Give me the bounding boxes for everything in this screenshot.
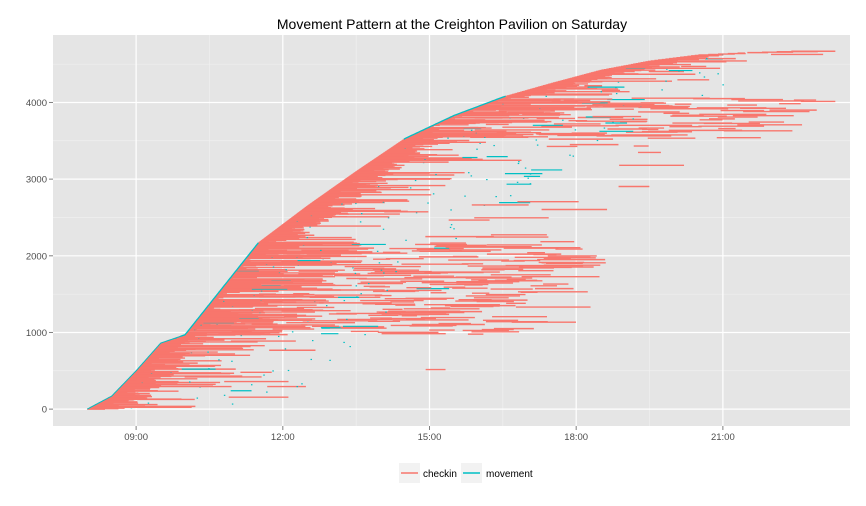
movement-front-line <box>86 333 186 410</box>
legend: checkin movement <box>396 462 534 484</box>
y-tick-label: 2000 <box>26 251 47 262</box>
y-axis: 0 1000 2000 3000 4000 <box>26 98 53 416</box>
y-tick-label: 0 <box>42 405 47 416</box>
x-tick-label: 18:00 <box>564 432 588 443</box>
chart-title: Movement Pattern at the Creighton Pavili… <box>277 16 627 32</box>
x-tick-label: 12:00 <box>271 432 295 443</box>
x-tick-label: 21:00 <box>711 432 735 443</box>
movement-front-line <box>180 242 259 337</box>
x-tick-label: 15:00 <box>418 432 442 443</box>
y-tick-label: 4000 <box>26 98 47 109</box>
legend-label-movement: movement <box>486 469 533 480</box>
front-lines <box>86 95 506 410</box>
legend-label-checkin: checkin <box>423 469 457 480</box>
y-tick-label: 1000 <box>26 328 47 339</box>
x-tick-label: 09:00 <box>124 432 148 443</box>
x-axis: 09:00 12:00 15:00 18:00 21:00 <box>124 426 735 443</box>
y-tick-label: 3000 <box>26 175 47 186</box>
movement-front-line <box>403 95 506 140</box>
plot-marks <box>87 50 836 410</box>
